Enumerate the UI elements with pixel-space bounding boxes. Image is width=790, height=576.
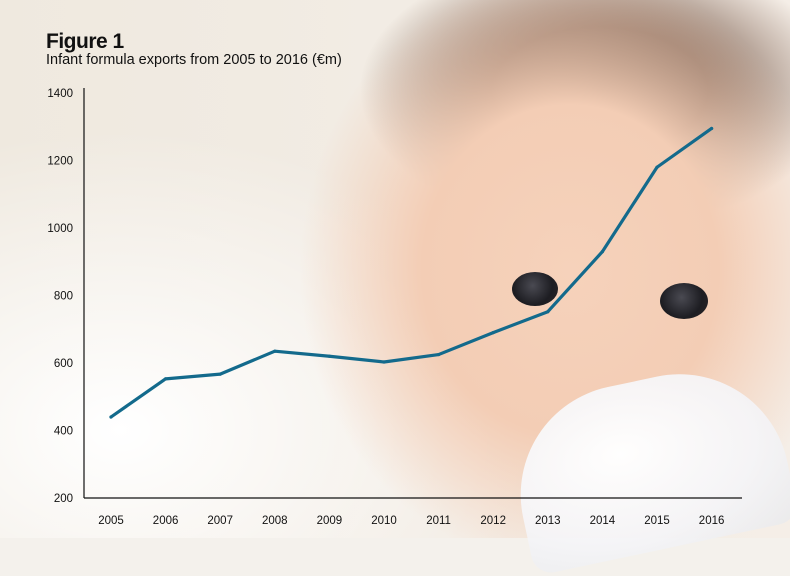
chart-axes xyxy=(83,88,742,499)
data-point xyxy=(273,349,277,353)
y-tick-label: 1200 xyxy=(47,156,73,168)
data-point xyxy=(164,377,168,381)
x-tick-label: 2009 xyxy=(317,515,343,527)
y-tick-label: 400 xyxy=(54,426,73,438)
x-tick-label: 2011 xyxy=(426,515,451,527)
y-tick-label: 800 xyxy=(54,291,73,303)
data-point xyxy=(382,360,386,364)
series-line xyxy=(109,126,714,419)
data-point xyxy=(218,372,222,376)
y-tick-label: 1400 xyxy=(47,88,73,100)
x-tick-label: 2014 xyxy=(590,515,616,527)
data-point xyxy=(710,126,714,131)
data-point xyxy=(600,250,605,254)
x-tick-label: 2015 xyxy=(644,515,670,527)
chart-subtitle: Infant formula exports from 2005 to 2016… xyxy=(46,52,342,68)
eye-right-decoration xyxy=(660,283,708,319)
data-point xyxy=(655,165,659,169)
x-tick-label: 2008 xyxy=(262,515,288,527)
x-tick-label: 2012 xyxy=(480,515,506,527)
x-tick-label: 2013 xyxy=(535,515,561,527)
x-tick-label: 2006 xyxy=(153,515,179,527)
figure-title: Figure 1 xyxy=(46,30,124,53)
chart-series xyxy=(109,126,714,419)
data-point xyxy=(109,415,113,419)
x-tick-label: 2007 xyxy=(207,515,233,527)
y-tick-label: 600 xyxy=(54,358,73,370)
eye-left-decoration xyxy=(512,272,558,306)
data-point xyxy=(327,354,331,358)
y-tick-label: 200 xyxy=(54,493,73,505)
data-point xyxy=(437,352,441,357)
x-tick-label: 2010 xyxy=(371,515,397,527)
x-tick-label: 2016 xyxy=(699,515,725,527)
line-chart: 200 400 600 800 1000 1200 1400 2005 2006 2007 2008… xyxy=(47,88,742,527)
data-point xyxy=(491,331,495,335)
chart-ticks: 200 400 600 800 1000 1200 1400 2005 2006 2007 2008… xyxy=(47,88,724,527)
y-tick-label: 1000 xyxy=(47,223,73,235)
data-point xyxy=(546,310,550,314)
x-tick-label: 2005 xyxy=(98,515,124,527)
